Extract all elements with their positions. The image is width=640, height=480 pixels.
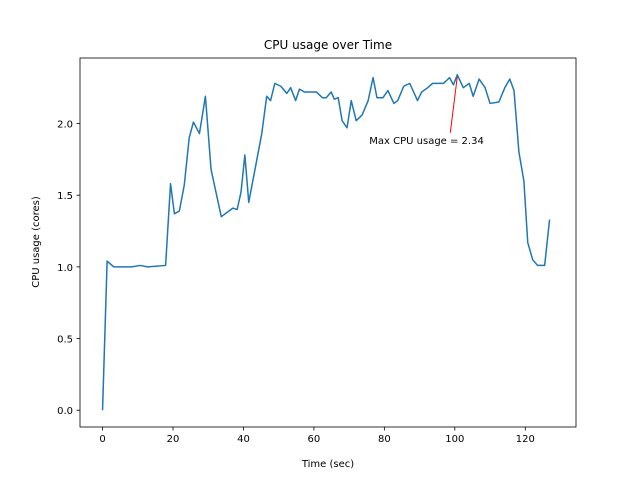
x-tick-label: 40 <box>237 434 250 445</box>
x-tick-label: 120 <box>516 434 535 445</box>
x-tick-label: 60 <box>308 434 321 445</box>
y-tick-label: 2.0 <box>57 120 73 131</box>
annotation-arrow <box>449 76 458 133</box>
y-axis-label: CPU usage (cores) <box>31 196 42 288</box>
y-tick-label: 0.5 <box>57 335 73 346</box>
chart-title: CPU usage over Time <box>264 38 392 52</box>
plot-frame <box>79 57 577 428</box>
y-tick-label: 1.5 <box>57 191 73 202</box>
y-tick-label: 0.0 <box>57 406 73 417</box>
data-line <box>101 74 551 411</box>
y-tick-label: 1.0 <box>57 263 73 274</box>
x-tick-label: 20 <box>167 434 180 445</box>
x-tick-label: 100 <box>445 434 464 445</box>
x-tick-label: 0 <box>99 434 105 445</box>
x-tick-label: 80 <box>378 434 391 445</box>
x-axis-label: Time (sec) <box>301 459 354 470</box>
annotation-text: Max CPU usage = 2.34 <box>369 136 484 147</box>
